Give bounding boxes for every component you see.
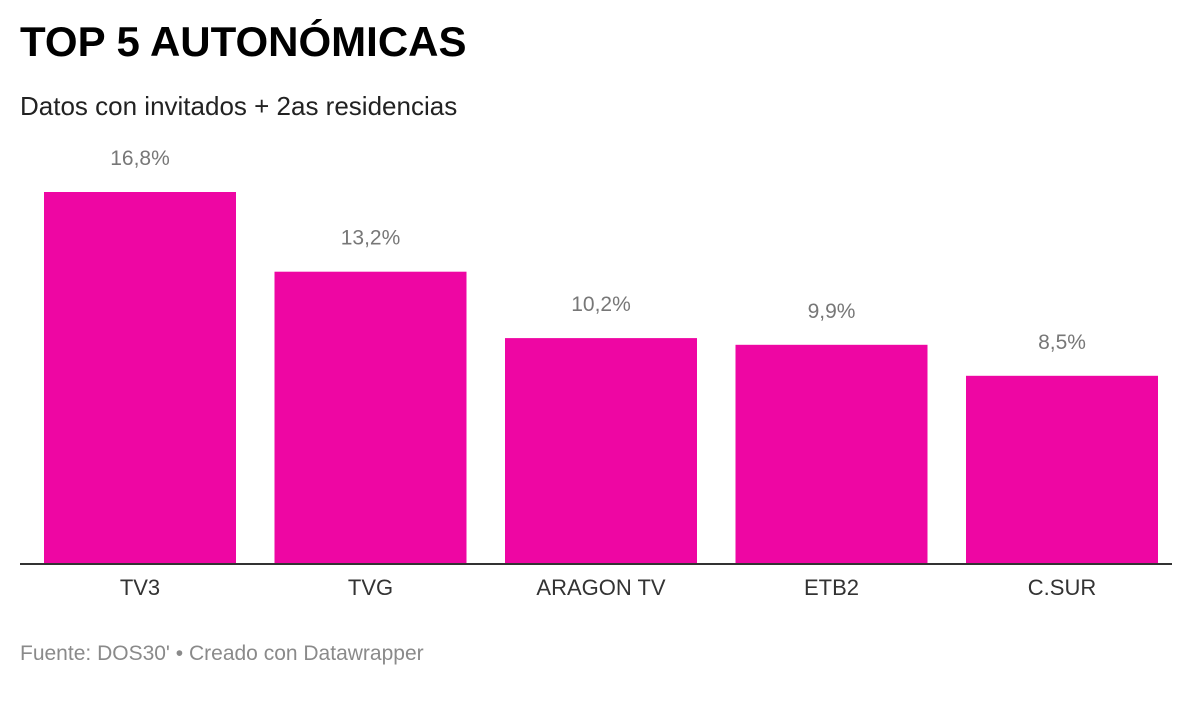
- bar-c-sur: [966, 375, 1158, 564]
- category-label: TV3: [120, 575, 160, 600]
- value-label: 13,2%: [341, 227, 401, 250]
- source-label: Fuente:: [20, 642, 92, 665]
- value-label: 8,5%: [1038, 331, 1086, 354]
- bar-tvg: [274, 271, 467, 564]
- footer-separator: •: [175, 642, 184, 665]
- value-label: 16,8%: [110, 147, 170, 170]
- bar-aragon-tv: [505, 338, 697, 564]
- credit-text: Creado con Datawrapper: [188, 642, 424, 665]
- chart-subtitle: Datos con invitados + 2as residencias: [20, 91, 458, 121]
- category-label: C.SUR: [1028, 575, 1096, 600]
- bar-etb2: [735, 344, 928, 564]
- source-value: DOS30': [97, 642, 170, 665]
- chart-title: TOP 5 AUTONÓMICAS: [20, 18, 467, 65]
- value-label: 10,2%: [571, 293, 631, 316]
- bar-tv3: [44, 192, 236, 564]
- category-label: TVG: [348, 575, 393, 600]
- chart-footer: Fuente: DOS30' • Creado con Datawrapper: [20, 642, 424, 666]
- category-label: ETB2: [804, 575, 859, 600]
- value-label: 9,9%: [808, 300, 856, 323]
- category-label: ARAGON TV: [536, 575, 666, 600]
